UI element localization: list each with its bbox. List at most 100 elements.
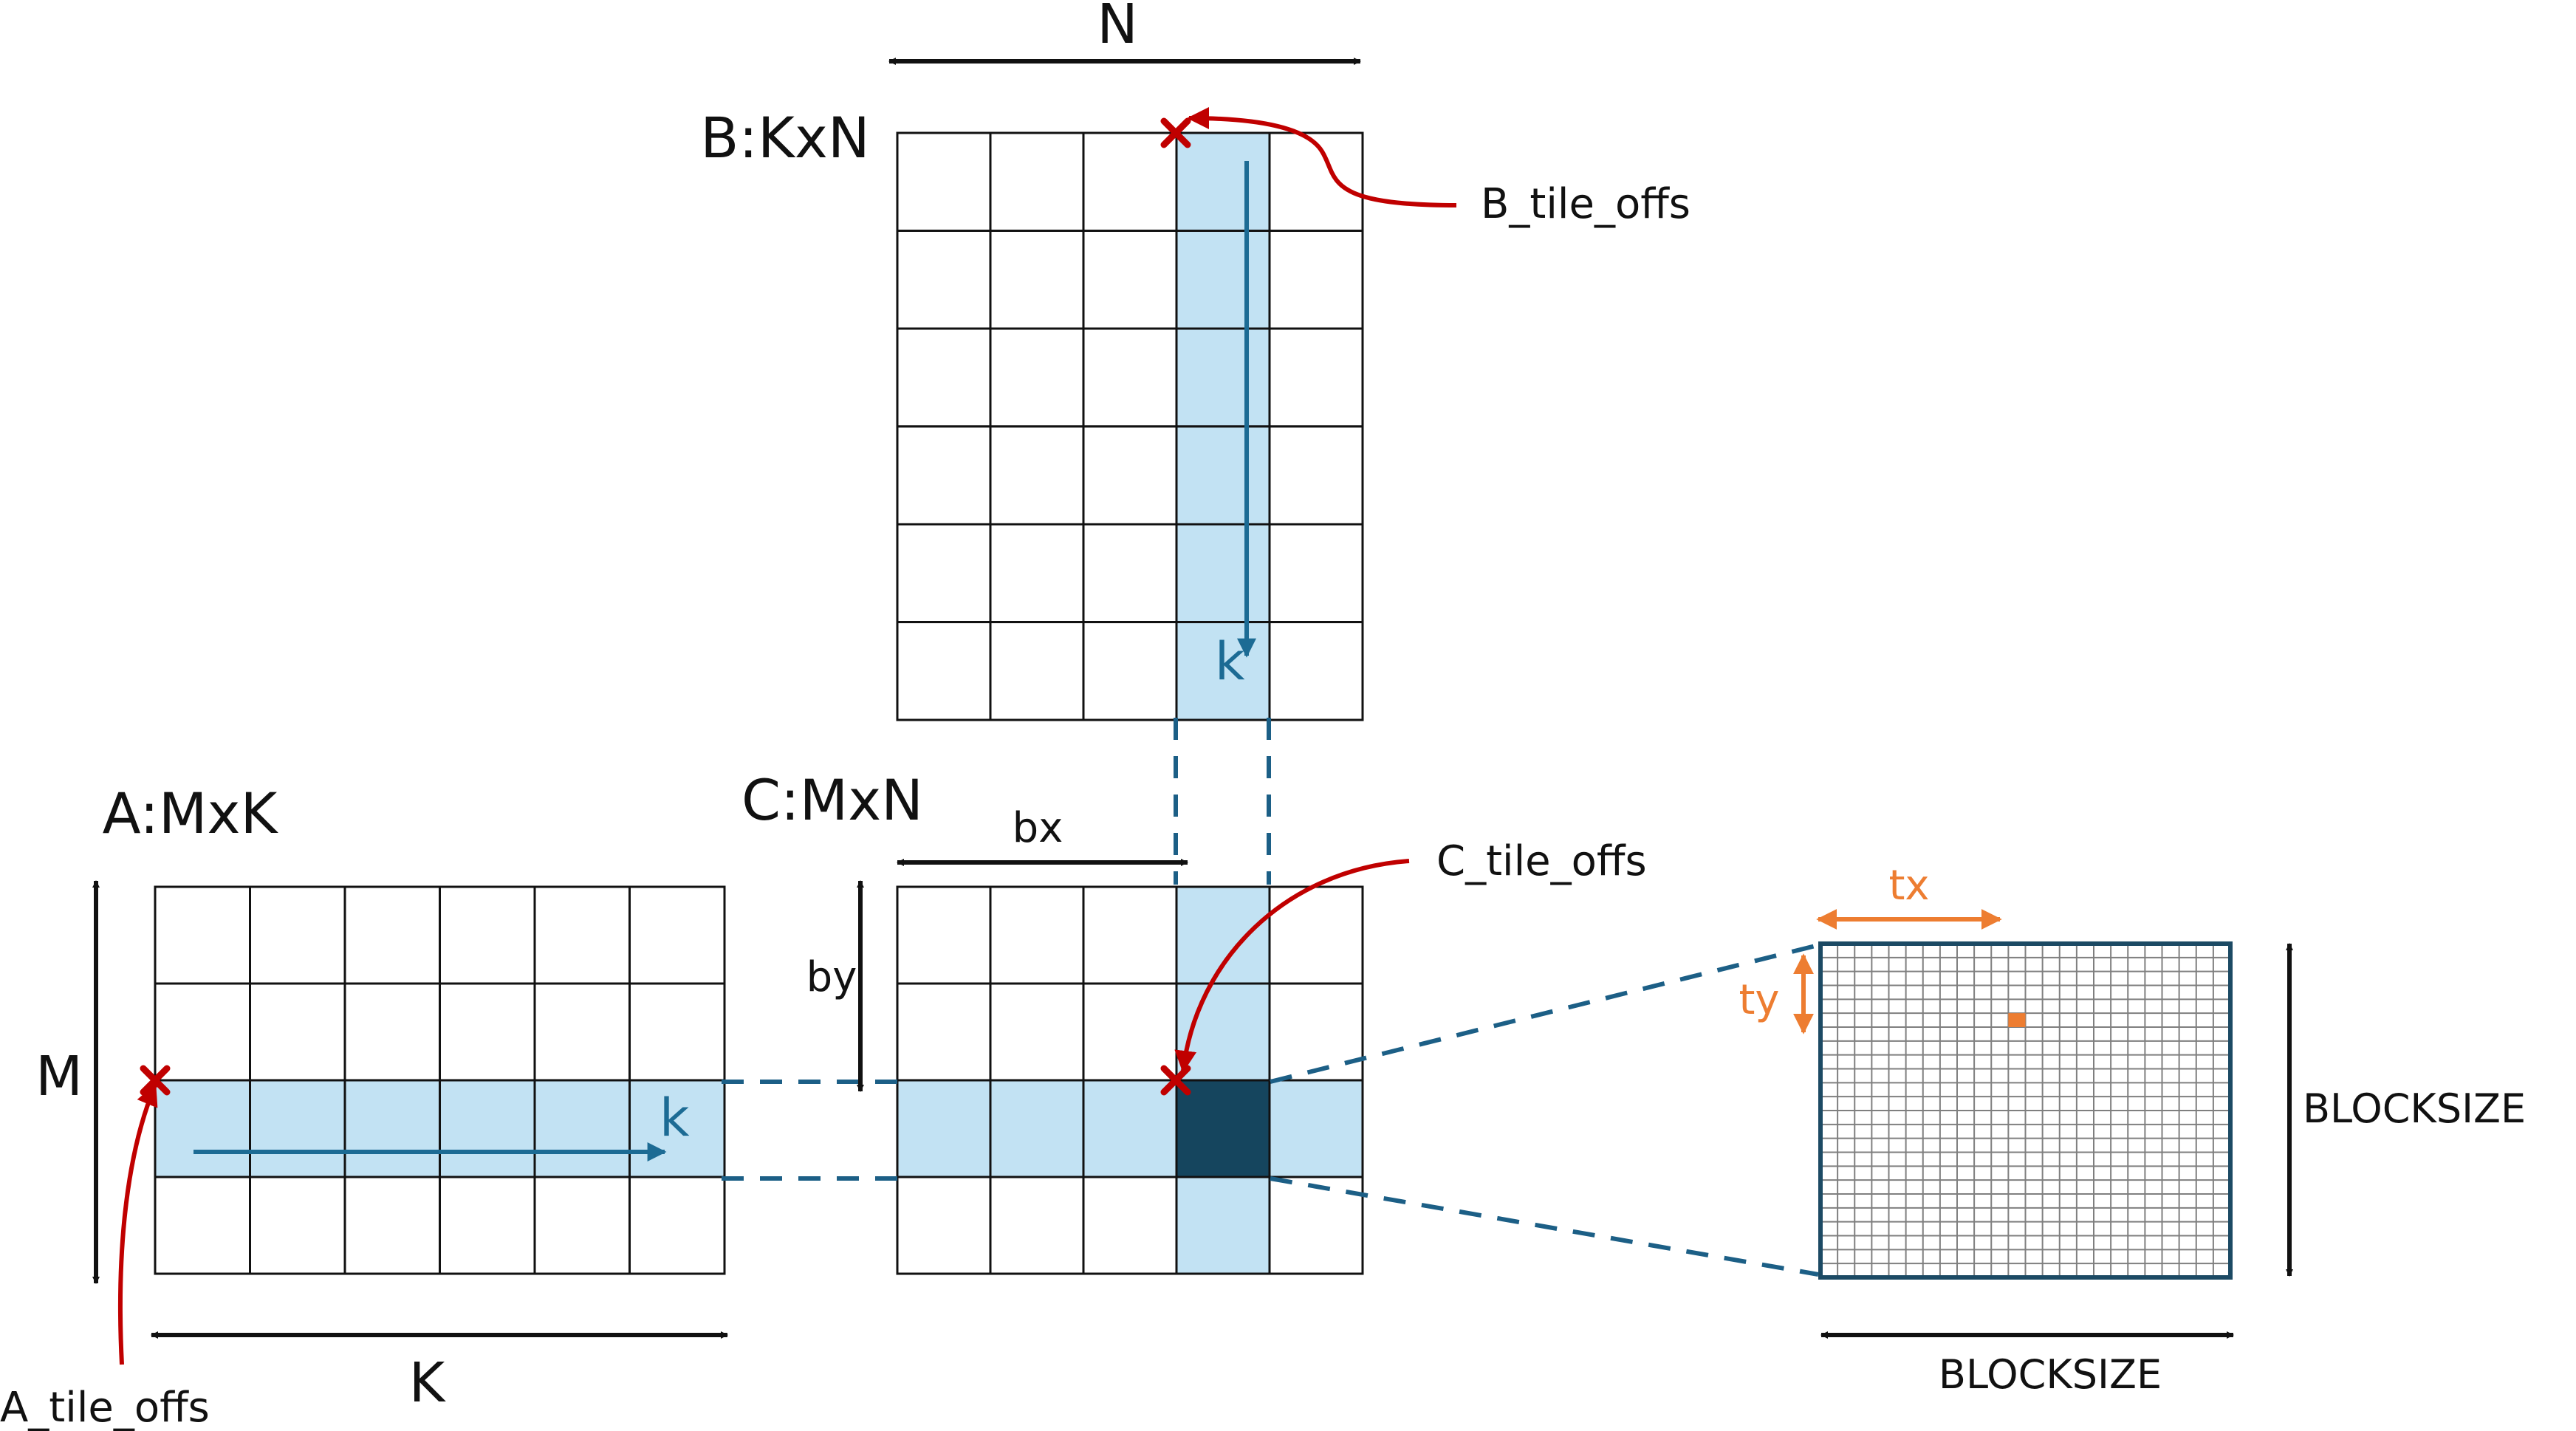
c-offset-pointer [1174, 859, 1410, 1073]
matrix-b-tile [896, 425, 992, 526]
a-tile-offs-label: A_tile_offs [0, 1384, 210, 1431]
matrix-c-tile [1175, 1176, 1271, 1275]
matrix-a-tile [249, 885, 346, 985]
matrix-b-tile [1082, 131, 1178, 232]
matrix-a-tile [343, 1079, 441, 1178]
matrix-c-tile [1082, 885, 1178, 985]
matrix-b-tile [989, 425, 1085, 526]
matrix-b-tile [989, 230, 1085, 330]
b-offset-marker [1160, 117, 1191, 148]
matrix-c-tile [989, 1176, 1085, 1275]
matrix-a-tile [249, 1176, 346, 1275]
matrix-b-tile [989, 621, 1085, 721]
matrix-b-title: B:KxN [700, 105, 869, 171]
matrix-b-tile [1175, 425, 1271, 526]
k-direction-arrows [193, 161, 1256, 1161]
n-dimension-label: N [1097, 0, 1137, 56]
matrix-a-tile [439, 982, 536, 1082]
matrix-a-tile [154, 885, 251, 985]
matrix-a [154, 885, 726, 1275]
matrix-c-tile [989, 982, 1085, 1082]
matrix-b-tile [1268, 230, 1364, 330]
matrix-c-tile [1175, 885, 1271, 985]
tx-label: tx [1888, 862, 1929, 910]
matrix-c-tile [1082, 1079, 1178, 1178]
matrix-b-tile [989, 131, 1085, 232]
a-k-label: k [660, 1088, 690, 1148]
matrix-a-tile [343, 885, 441, 985]
b-tile-offs-label: B_tile_offs [1481, 180, 1690, 228]
matrix-c-tile [896, 1079, 992, 1178]
block-border [1818, 941, 2233, 1280]
ty-label: ty [1739, 976, 1779, 1024]
matrix-c [896, 885, 1364, 1275]
matrix-c-title: C:MxN [741, 767, 923, 833]
k-dimension-label: K [409, 1351, 447, 1415]
matrix-a-tile [249, 1079, 346, 1178]
matrix-a-tile [533, 885, 631, 985]
matrix-b-tile [896, 230, 992, 330]
blocksize-width-label: BLOCKSIZE [1939, 1351, 2162, 1398]
matrix-a-tile [154, 982, 251, 1082]
matrix-b-tile [1175, 230, 1271, 330]
matrix-c-tile [1268, 982, 1364, 1082]
offset-markers [140, 117, 1191, 1096]
matrix-b-tile [1175, 327, 1271, 428]
matrix-a-title: A:MxK [103, 780, 279, 846]
matrix-a-tile [439, 1079, 536, 1178]
matrix-a-tile [533, 1079, 631, 1178]
a-offset-pointer [117, 1083, 158, 1365]
matrix-b-tile [896, 523, 992, 623]
thread-cell [2008, 1013, 2026, 1027]
matrix-b-tile [1175, 131, 1271, 232]
matrix-a-tile [439, 885, 536, 985]
block-detail-grid [1818, 941, 2233, 1280]
matrix-b-tile [1082, 621, 1178, 721]
matrix-b-tile [1268, 523, 1364, 623]
matrix-a-tile [249, 982, 346, 1082]
matrix-c-tile [1082, 1176, 1178, 1275]
matrix-b [896, 131, 1364, 721]
b-k-label: k [1215, 631, 1245, 692]
matrix-b-tile [1082, 327, 1178, 428]
matrix-b-tile [1268, 327, 1364, 428]
matrix-c-tile [989, 885, 1085, 985]
matrix-c-tile [896, 982, 992, 1082]
connector-zoom-top [1270, 943, 1819, 1084]
a-offset-marker [140, 1065, 171, 1096]
matrix-a-tile [439, 1176, 536, 1275]
matrix-c-tile [896, 1176, 992, 1275]
matrix-a-tile [628, 982, 726, 1082]
matrix-b-tile [989, 523, 1085, 623]
matrix-b-tile [1175, 523, 1271, 623]
matrix-b-tile [1175, 621, 1271, 721]
matrix-a-tile [533, 1176, 631, 1275]
matrix-b-tile [1082, 523, 1178, 623]
matrix-b-tile [896, 131, 992, 232]
matrix-b-tile [896, 621, 992, 721]
blocksize-height-label: BLOCKSIZE [2303, 1085, 2526, 1132]
matrix-b-tile [1268, 131, 1364, 232]
matrix-c-tile [1268, 885, 1364, 985]
c-tile-offs-label: C_tile_offs [1436, 837, 1647, 885]
dimension-arrows [92, 58, 2293, 1339]
c-offset-marker [1160, 1065, 1191, 1096]
matrix-b-tile [1268, 425, 1364, 526]
b-offset-pointer [1187, 107, 1457, 207]
m-dimension-label: M [35, 1045, 83, 1108]
matrix-b-tile [1082, 230, 1178, 330]
matrix-b-tile [1082, 425, 1178, 526]
offset-pointers [117, 107, 1457, 1365]
matrix-c-tile [896, 885, 992, 985]
matrix-b-tile [896, 327, 992, 428]
matrix-c-tile [989, 1079, 1085, 1178]
matrix-a-tile [628, 1176, 726, 1275]
matrix-a-tile [343, 982, 441, 1082]
by-label: by [806, 953, 857, 1001]
dashed-connectors [722, 718, 1819, 1277]
matrix-a-tile [343, 1176, 441, 1275]
thread-offset-arrows [1793, 909, 2002, 1034]
matrix-c-tile [1268, 1079, 1364, 1178]
